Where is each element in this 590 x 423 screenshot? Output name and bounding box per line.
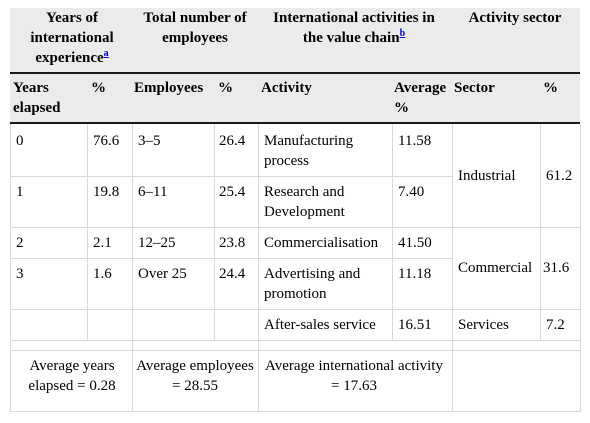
years-pct-cell: 19.8 <box>93 184 120 200</box>
header-years-experience: Years of international experiencea <box>16 8 128 72</box>
footnote-b-link[interactable]: b <box>399 28 406 39</box>
column-divider <box>452 124 453 412</box>
activity-cell: Research and Development <box>264 184 345 220</box>
row-divider <box>10 227 580 228</box>
column-divider <box>10 124 11 412</box>
average-employees: Average employees = 28.55 <box>136 358 254 394</box>
years-cell: 1 <box>16 184 24 200</box>
row-divider <box>10 340 580 341</box>
header-activity-sector: Activity sector <box>452 8 578 32</box>
employees-pct-cell: 23.8 <box>219 235 246 251</box>
row-divider <box>10 350 580 351</box>
subheader-employees-pct: % <box>218 78 248 98</box>
employees-cell: Over 25 <box>138 266 187 282</box>
sector-name-cell: Services <box>458 317 509 333</box>
sector-pct-cell: 61.2 <box>546 168 573 184</box>
header-total-employees: Total number of employees <box>134 8 256 52</box>
employees-pct-cell: 25.4 <box>219 184 246 200</box>
years-cell: 2 <box>16 235 24 251</box>
sector-name-cell: Commercial <box>458 260 533 276</box>
average-cell: 11.58 <box>398 133 432 149</box>
years-pct-cell: 1.6 <box>93 266 112 282</box>
employees-cell: 12–25 <box>138 235 176 251</box>
subheader-sector: Sector <box>454 78 514 98</box>
subheader-sector-pct: % <box>543 78 573 98</box>
average-years-elapsed: Average years elapsed = 0.28 <box>28 358 116 394</box>
row-divider <box>10 309 580 310</box>
employees-cell: 3–5 <box>138 133 161 149</box>
years-cell: 0 <box>16 133 24 149</box>
sector-pct-cell: 31.6 <box>543 260 570 276</box>
activity-cell: Advertising and promotion <box>264 266 361 302</box>
employees-pct-cell: 24.4 <box>219 266 246 282</box>
header-bottom-rule <box>10 122 580 124</box>
header-international-activities: International activities in the value ch… <box>262 8 446 52</box>
subheader-activity: Activity <box>261 78 381 98</box>
row-divider <box>10 258 452 259</box>
activity-cell: After-sales service <box>264 317 376 333</box>
column-divider <box>580 124 581 412</box>
column-divider <box>214 124 215 340</box>
average-international-activity: Average international activity = 17.63 <box>265 358 443 394</box>
sector-name-cell: Industrial <box>458 168 516 184</box>
employees-cell: 6–11 <box>138 184 168 200</box>
subheader-years-pct: % <box>91 78 121 98</box>
average-cell: 41.50 <box>398 235 432 251</box>
average-cell: 11.18 <box>398 266 432 282</box>
activity-cell: Commercialisation <box>264 235 379 251</box>
subheader-average-pct: Average % <box>394 78 454 122</box>
footnote-a-link[interactable]: a <box>103 48 109 59</box>
sector-pct-cell: 7.2 <box>546 317 565 333</box>
subheader-employees: Employees <box>134 78 214 98</box>
column-divider <box>132 124 133 412</box>
column-divider <box>540 124 541 340</box>
employees-pct-cell: 26.4 <box>219 133 246 149</box>
subheader-years-elapsed: Years elapsed <box>13 78 73 122</box>
years-cell: 3 <box>16 266 24 282</box>
column-divider <box>392 124 393 340</box>
row-divider <box>10 176 452 177</box>
table-bottom-rule <box>10 411 580 412</box>
column-divider <box>87 124 88 340</box>
header-top-rule <box>10 72 580 74</box>
years-pct-cell: 76.6 <box>93 133 120 149</box>
average-cell: 16.51 <box>398 317 432 333</box>
years-pct-cell: 2.1 <box>93 235 112 251</box>
column-divider <box>258 124 259 412</box>
activity-cell: Manufacturing process <box>264 133 354 169</box>
average-cell: 7.40 <box>398 184 425 200</box>
